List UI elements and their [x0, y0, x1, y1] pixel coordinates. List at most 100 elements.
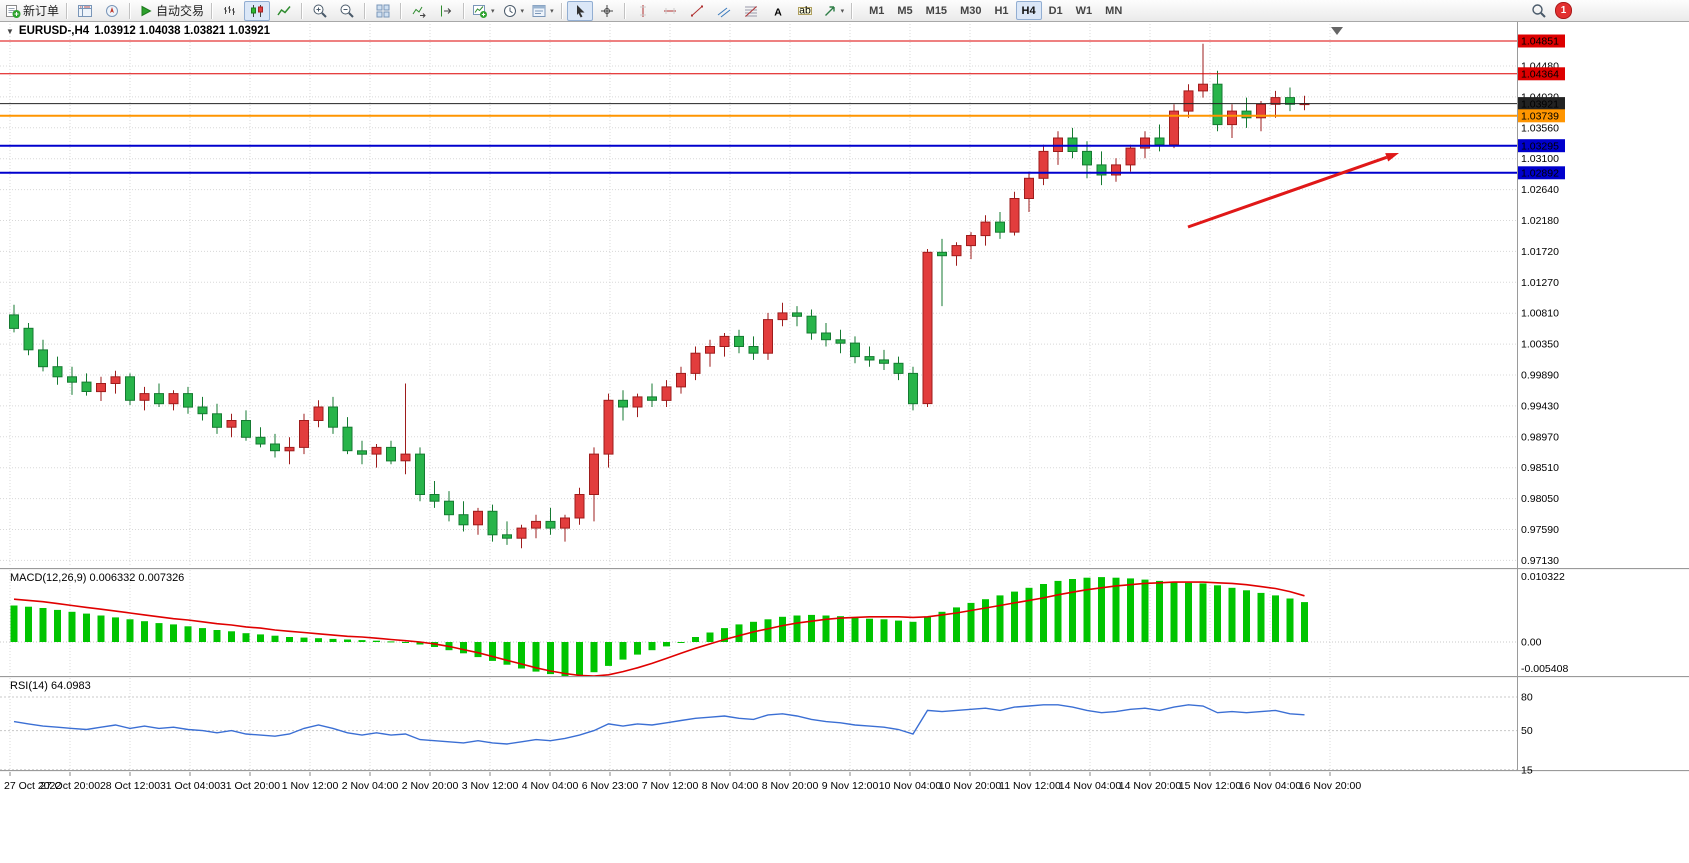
search-button[interactable]: [1526, 1, 1552, 21]
svg-text:0.99430: 0.99430: [1521, 400, 1559, 412]
svg-text:1.04364: 1.04364: [1521, 69, 1559, 81]
toolbar-separator: [364, 2, 367, 19]
vertical-line-button[interactable]: [630, 1, 656, 21]
svg-text:1.03921: 1.03921: [1521, 98, 1559, 110]
zoom-out-button[interactable]: [334, 1, 360, 21]
navigator-button[interactable]: [99, 1, 125, 21]
new-chart-button[interactable]: ▾: [469, 1, 498, 21]
svg-text:1 Nov 12:00: 1 Nov 12:00: [282, 780, 339, 792]
svg-text:28 Oct 12:00: 28 Oct 12:00: [100, 780, 160, 792]
timeframe-H4[interactable]: H4: [1015, 1, 1042, 20]
template-icon: [532, 4, 546, 17]
macd-signal-line: [13, 581, 1305, 677]
tile-windows-button[interactable]: [370, 1, 396, 21]
svg-text:1.04851: 1.04851: [1521, 36, 1559, 48]
chart-title: ▼ EURUSD-,H4 1.03912 1.04038 1.03821 1.0…: [6, 25, 270, 37]
svg-text:27 Oct 20:00: 27 Oct 20:00: [40, 780, 100, 792]
bar-chart-button[interactable]: [217, 1, 243, 21]
shapes-icon: [824, 5, 835, 16]
hline-icon: [663, 7, 676, 14]
timeframe-M15[interactable]: M15: [925, 4, 948, 17]
ohlc-readout: 1.03912 1.04038 1.03821 1.03921: [94, 25, 271, 37]
auto-scroll-button[interactable]: [406, 1, 432, 21]
candlestick-series: [9, 43, 1310, 549]
rsi-panel: [0, 696, 1517, 771]
market-watch-icon: [78, 4, 93, 17]
chart-shift-button[interactable]: [433, 1, 459, 21]
horizontal-line-button[interactable]: [657, 1, 683, 21]
new-order-button[interactable]: 新订单: [2, 1, 62, 21]
clock-icon: [503, 4, 516, 17]
svg-text:0.99890: 0.99890: [1521, 370, 1559, 382]
svg-text:0.98510: 0.98510: [1521, 462, 1559, 474]
timeframe-H1[interactable]: H1: [994, 4, 1009, 17]
chart-shift-marker[interactable]: [1331, 27, 1343, 35]
macd-axis: 0.010322 0.00 -0.005408: [1521, 571, 1568, 675]
svg-text:1.03739: 1.03739: [1521, 111, 1559, 123]
svg-text:10 Nov 04:00: 10 Nov 04:00: [879, 780, 942, 792]
cursor-button[interactable]: [566, 0, 593, 21]
toolbar-separator: [129, 2, 132, 19]
crosshair-button[interactable]: [594, 1, 620, 21]
channel-icon: [717, 7, 730, 17]
crosshair-icon: [600, 4, 613, 17]
toolbar-separator: [851, 2, 854, 19]
svg-text:27 Oct 2022: 27 Oct 2022: [4, 780, 61, 792]
grid: [0, 24, 1517, 769]
text-label-button[interactable]: ab: [792, 1, 818, 21]
price-chart[interactable]: 1.044801.040201.035601.031001.026401.021…: [0, 22, 1689, 863]
timeframe-group: M1 M5 M15 M30 H1 H4 D1 W1 MN: [863, 1, 1128, 20]
svg-text:1.00350: 1.00350: [1521, 339, 1559, 351]
chevron-down-icon: ▾: [520, 7, 525, 15]
timeframe-MN[interactable]: MN: [1105, 4, 1123, 17]
chevron-down-icon: ▾: [550, 7, 554, 15]
svg-text:11 Nov 12:00: 11 Nov 12:00: [999, 780, 1061, 792]
fibonacci-button[interactable]: [738, 1, 764, 21]
timeframe-M30[interactable]: M30: [960, 4, 982, 17]
text-button[interactable]: A: [765, 1, 791, 21]
toolbar-separator: [66, 2, 69, 19]
svg-text:A: A: [774, 6, 782, 18]
template-button[interactable]: ▾: [528, 1, 557, 21]
arrows-button[interactable]: ▾: [819, 1, 848, 21]
autotrading-button[interactable]: 自动交易: [135, 1, 207, 21]
shift-icon: [441, 5, 452, 16]
cursor-icon: [576, 4, 585, 17]
timeframe-D1[interactable]: D1: [1048, 4, 1063, 17]
toolbar-separator: [211, 2, 214, 19]
period-selector-button[interactable]: ▾: [499, 1, 528, 21]
price-axis[interactable]: 1.044801.040201.035601.031001.026401.021…: [1521, 61, 1559, 567]
new-order-button-label: 新订单: [23, 4, 60, 18]
svg-text:31 Oct 04:00: 31 Oct 04:00: [160, 780, 220, 792]
timeframe-W1[interactable]: W1: [1075, 4, 1093, 17]
zoom-out-icon: [340, 4, 354, 18]
navigator-icon: [106, 4, 119, 17]
svg-text:50: 50: [1521, 725, 1533, 737]
svg-text:15: 15: [1521, 764, 1533, 776]
toolbar-separator: [463, 2, 466, 19]
symbol-period-label: EURUSD-,H4: [18, 25, 90, 37]
svg-text:7 Nov 12:00: 7 Nov 12:00: [642, 780, 699, 792]
candlestick-chart-button[interactable]: [244, 0, 271, 21]
one-click-trading-toggle[interactable]: ▼: [6, 26, 14, 36]
trend-arrow-annotation[interactable]: [1187, 153, 1399, 229]
chevron-down-icon: ▾: [491, 7, 495, 15]
svg-text:10 Nov 20:00: 10 Nov 20:00: [939, 780, 1002, 792]
svg-text:0.010322: 0.010322: [1521, 571, 1565, 583]
svg-text:3 Nov 12:00: 3 Nov 12:00: [462, 780, 519, 792]
timeframe-M1[interactable]: M1: [869, 4, 885, 17]
panel-separators: [0, 22, 1689, 772]
market-watch-button[interactable]: [72, 1, 98, 21]
notification-badge[interactable]: 1: [1555, 2, 1572, 19]
equidistant-channel-button[interactable]: [711, 1, 737, 21]
line-chart-button[interactable]: [271, 1, 297, 21]
svg-text:8 Nov 04:00: 8 Nov 04:00: [702, 780, 759, 792]
svg-text:1.02892: 1.02892: [1521, 168, 1559, 180]
trendline-button[interactable]: [684, 1, 710, 21]
zoom-in-button[interactable]: [307, 1, 333, 21]
timeframe-M5[interactable]: M5: [897, 4, 913, 17]
zoom-in-icon: [313, 4, 327, 18]
svg-text:6 Nov 23:00: 6 Nov 23:00: [582, 780, 639, 792]
